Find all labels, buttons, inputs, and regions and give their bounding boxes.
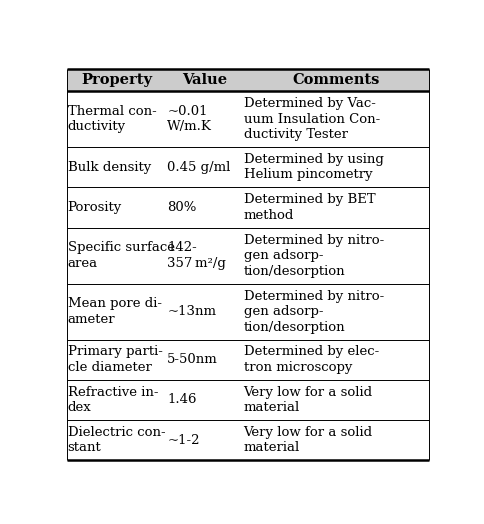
Text: Determined by Vac-
uum Insulation Con-
ductivity Tester: Determined by Vac- uum Insulation Con- d… [243,97,380,141]
Text: Mean pore di-
ameter: Mean pore di- ameter [68,297,162,326]
Text: Comments: Comments [292,73,379,87]
Text: Primary parti-
cle diameter: Primary parti- cle diameter [68,345,163,374]
Text: Very low for a solid
material: Very low for a solid material [243,386,373,414]
Text: Bulk density: Bulk density [68,161,151,174]
Text: Very low for a solid
material: Very low for a solid material [243,426,373,454]
Text: 0.45 g/ml: 0.45 g/ml [167,161,231,174]
Text: ~0.01
W/m.K: ~0.01 W/m.K [167,105,212,134]
Text: Porosity: Porosity [68,201,122,214]
Text: ~13nm: ~13nm [167,305,216,318]
Text: ~1-2: ~1-2 [167,433,200,446]
Text: Determined by nitro-
gen adsorp-
tion/desorption: Determined by nitro- gen adsorp- tion/de… [243,234,384,278]
Text: 1.46: 1.46 [167,394,197,407]
Text: Thermal con-
ductivity: Thermal con- ductivity [68,105,156,134]
Text: Determined by elec-
tron microscopy: Determined by elec- tron microscopy [243,345,379,374]
Text: Determined by BET
method: Determined by BET method [243,193,375,222]
Text: Determined by using
Helium pincometry: Determined by using Helium pincometry [243,153,383,181]
Bar [67,69,429,91]
Text: 5-50nm: 5-50nm [167,353,218,366]
Text: Value: Value [182,73,227,87]
Text: Refractive in-
dex: Refractive in- dex [68,386,158,414]
Text: Determined by nitro-
gen adsorp-
tion/desorption: Determined by nitro- gen adsorp- tion/de… [243,290,384,334]
Text: 80%: 80% [167,201,197,214]
Text: 142-
357 m²/g: 142- 357 m²/g [167,241,226,270]
Text: Property: Property [81,73,152,87]
Text: Specific surface
area: Specific surface area [68,241,175,270]
Text: Dielectric con-
stant: Dielectric con- stant [68,426,165,454]
